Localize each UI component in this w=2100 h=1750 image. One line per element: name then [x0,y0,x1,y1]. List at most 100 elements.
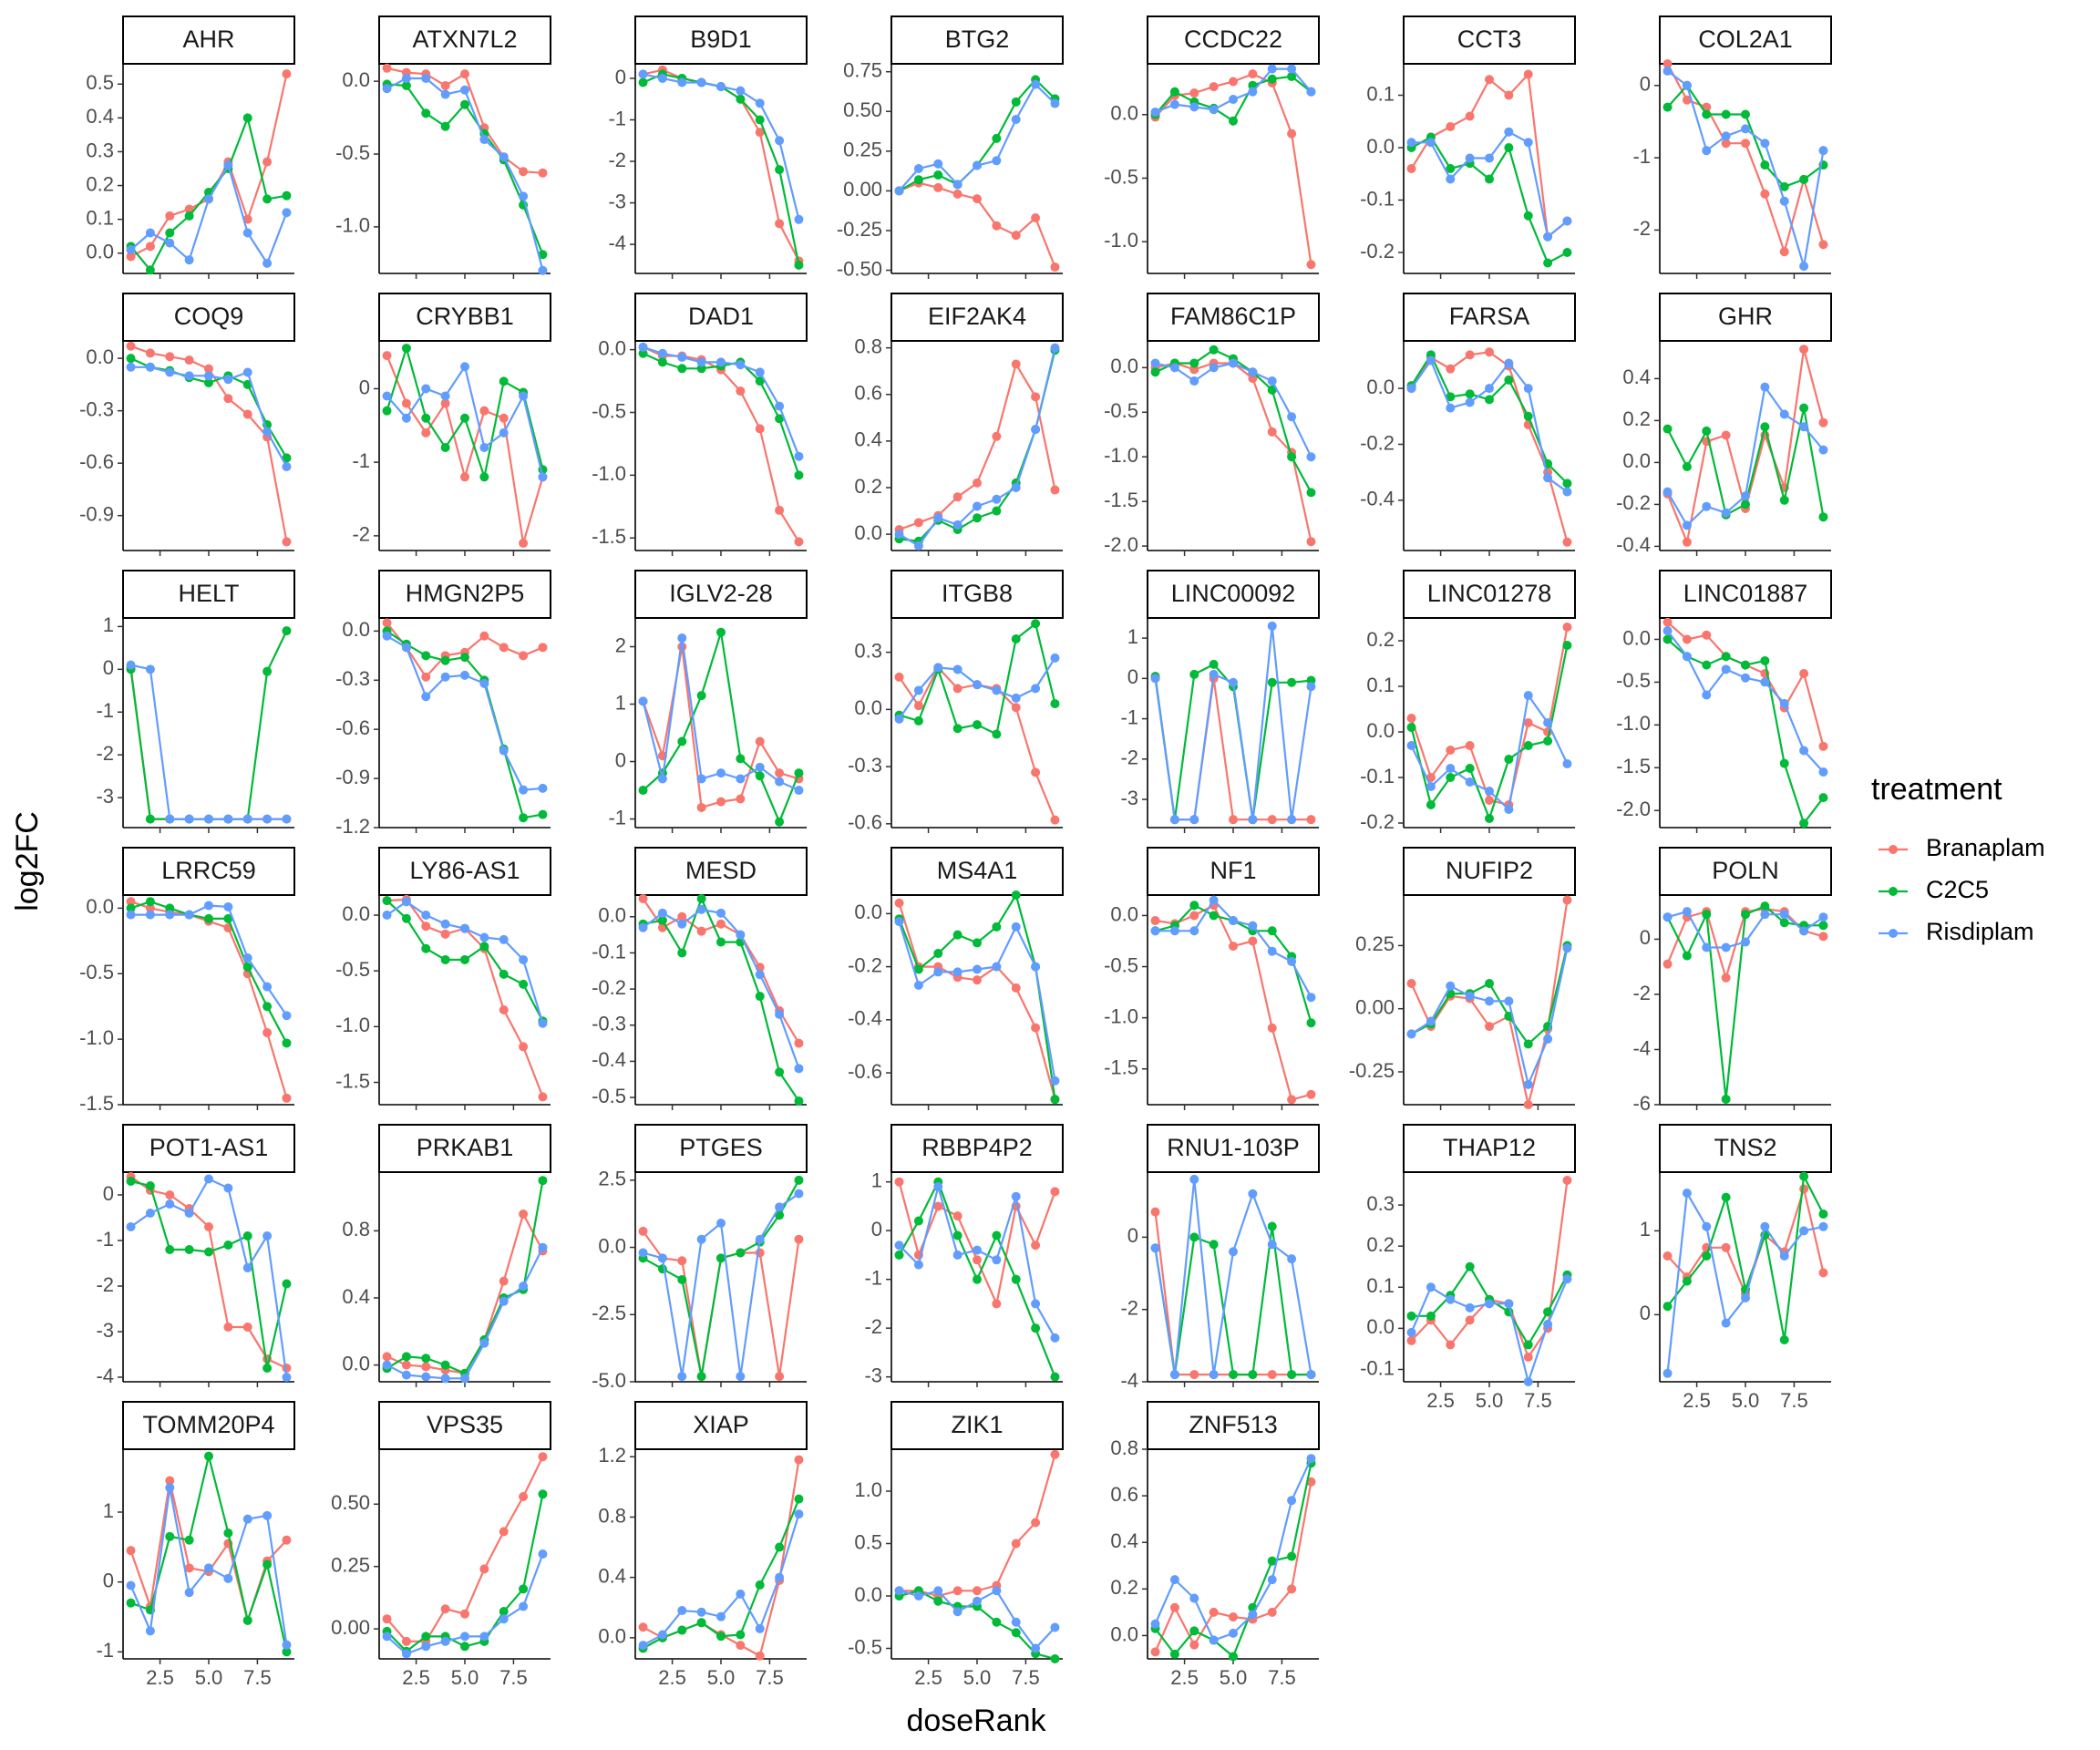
data-point [933,182,943,192]
data-point [479,443,489,453]
facet-strip [1403,293,1576,342]
data-point [973,194,982,204]
facet-strip [634,1124,808,1173]
data-point [1741,139,1750,149]
data-point [1169,99,1179,109]
data-point [755,1580,765,1590]
facet-strip [378,15,551,65]
data-point [145,1626,155,1636]
data-point [165,1483,175,1493]
series-line [1666,348,1825,546]
facet-strip [634,15,808,65]
y-tick-label: 0.2 [1366,628,1395,651]
data-point [382,391,392,401]
data-point [145,814,155,824]
data-point [1011,921,1021,932]
data-point [460,413,469,423]
facet-title: CCT3 [1457,26,1522,53]
data-point [145,242,155,252]
data-point [1426,1311,1436,1321]
data-point [1779,758,1789,768]
data-point [538,1176,548,1186]
data-point [1209,1240,1219,1250]
data-point [538,1489,548,1499]
x-tick-label: 2.5 [1683,1389,1711,1412]
data-point [126,341,136,351]
data-point [479,135,489,145]
data-point [145,1209,155,1218]
data-point [894,1240,904,1251]
facet-panel: EIF2AK4 0.0 0.2 0.4 0.6 0.8 [854,293,1064,556]
y-tick-label: 0.0 [1622,626,1651,649]
data-point [657,1253,667,1263]
data-point [992,1299,1002,1309]
data-point [1446,122,1456,131]
data-point [1523,691,1533,700]
data-point [421,911,431,921]
x-tick-label: 7.5 [1780,1389,1808,1412]
data-point [460,1374,469,1384]
data-point [1011,983,1021,993]
facet-title: THAP12 [1443,1134,1536,1161]
data-point [1306,815,1316,825]
data-point [1209,669,1219,679]
data-point [282,1647,292,1657]
data-point [1150,1207,1160,1217]
data-point [1189,1593,1199,1603]
y-tick-label: -3 [864,1364,882,1386]
facet-panel: ITGB8 -0.6 -0.3 0.0 0.3 [848,570,1064,834]
data-point [1662,487,1673,497]
data-point [1011,231,1021,241]
data-point [1229,1652,1238,1662]
facet-title: XIAP [693,1411,749,1438]
data-point [1760,422,1770,432]
facet-strip [1147,1124,1320,1173]
data-point [440,121,450,131]
facet-title: GHR [1718,303,1773,330]
data-point [1818,932,1828,942]
data-point [1287,1370,1297,1380]
data-point [282,453,292,463]
data-point [1229,815,1238,825]
facet-panel: LY86-AS1 -1.5 -1.0 -0.5 0.0 [335,847,551,1110]
data-point [1721,1318,1731,1328]
data-point [126,1598,136,1608]
data-point [638,922,648,932]
data-point [794,1175,804,1185]
data-point [421,1354,431,1364]
data-point [519,1601,529,1611]
data-point [952,684,962,694]
data-point [1562,1176,1572,1186]
facet-title: B9D1 [690,26,752,53]
y-tick-label: -2.0 [1616,798,1651,820]
facet-strip [122,1401,295,1450]
data-point [519,391,529,401]
data-point [382,1360,392,1370]
y-tick-label: 0.5 [86,71,114,94]
y-tick-label: -2 [864,1315,882,1338]
data-point [1702,426,1712,436]
data-point [282,1279,292,1289]
data-point [1189,1232,1199,1242]
y-tick-label: -1.0 [335,214,370,237]
facet-title: VPS35 [427,1411,503,1438]
data-point [657,774,667,784]
y-tick-label: -0.5 [335,141,370,164]
data-point [913,540,923,551]
y-tick-label: -4 [96,1364,114,1387]
series-line [386,1180,544,1375]
y-tick-label: 0.2 [1366,1233,1395,1256]
data-point [1189,1626,1199,1636]
y-tick-label: -0.5 [79,961,114,983]
data-point [421,108,431,118]
y-tick-label: -0.5 [592,1085,626,1107]
y-tick-label: 1 [103,613,114,636]
data-point [1011,1274,1021,1284]
data-point [1818,512,1828,522]
data-point [165,1476,175,1486]
data-point [1169,363,1179,373]
data-point [1031,767,1041,777]
data-point [657,915,667,925]
data-point [1267,946,1277,956]
y-tick-label: 0 [871,1218,882,1240]
